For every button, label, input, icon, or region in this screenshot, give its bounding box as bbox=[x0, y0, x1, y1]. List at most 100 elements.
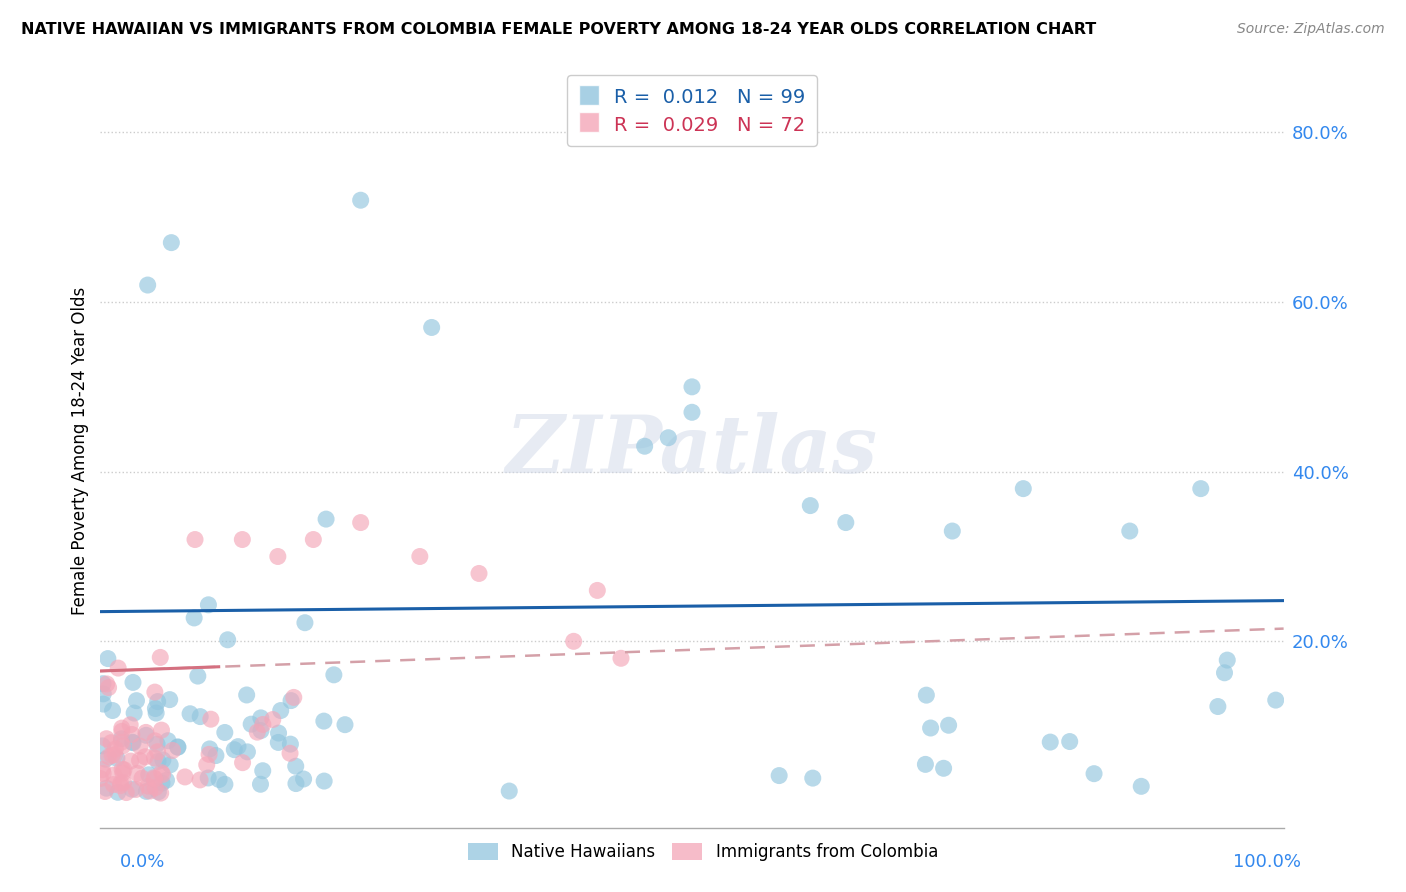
Point bbox=[267, 735, 290, 749]
Point bbox=[420, 320, 443, 334]
Point bbox=[135, 725, 157, 739]
Point bbox=[97, 749, 120, 764]
Point bbox=[104, 747, 127, 762]
Point bbox=[179, 706, 201, 721]
Point bbox=[208, 772, 231, 787]
Point bbox=[938, 718, 960, 732]
Point bbox=[91, 687, 114, 701]
Y-axis label: Female Poverty Among 18-24 Year Olds: Female Poverty Among 18-24 Year Olds bbox=[72, 286, 89, 615]
Point bbox=[101, 748, 124, 763]
Point bbox=[110, 735, 132, 749]
Point bbox=[183, 611, 205, 625]
Legend: R =  0.012   N = 99, R =  0.029   N = 72: R = 0.012 N = 99, R = 0.029 N = 72 bbox=[567, 75, 817, 146]
Legend: Native Hawaiians, Immigrants from Colombia: Native Hawaiians, Immigrants from Colomb… bbox=[461, 836, 945, 868]
Point bbox=[125, 693, 148, 707]
Point bbox=[235, 688, 257, 702]
Point bbox=[914, 757, 936, 772]
Point bbox=[246, 725, 269, 739]
Point bbox=[112, 775, 135, 789]
Point bbox=[167, 740, 190, 755]
Point bbox=[134, 749, 156, 764]
Point bbox=[681, 380, 703, 394]
Text: Source: ZipAtlas.com: Source: ZipAtlas.com bbox=[1237, 22, 1385, 37]
Point bbox=[217, 632, 239, 647]
Point bbox=[143, 733, 166, 747]
Point bbox=[214, 777, 236, 791]
Point bbox=[252, 717, 274, 731]
Point bbox=[115, 786, 138, 800]
Point bbox=[100, 736, 122, 750]
Point bbox=[128, 753, 150, 767]
Point bbox=[149, 786, 172, 800]
Point bbox=[302, 533, 325, 547]
Point bbox=[111, 739, 134, 753]
Point bbox=[232, 756, 254, 770]
Text: NATIVE HAWAIIAN VS IMMIGRANTS FROM COLOMBIA FEMALE POVERTY AMONG 18-24 YEAR OLDS: NATIVE HAWAIIAN VS IMMIGRANTS FROM COLOM… bbox=[21, 22, 1097, 37]
Point bbox=[139, 784, 162, 798]
Point bbox=[96, 731, 118, 746]
Point bbox=[1039, 735, 1062, 749]
Point bbox=[107, 661, 129, 675]
Point bbox=[280, 737, 302, 751]
Point bbox=[101, 704, 124, 718]
Point bbox=[129, 739, 152, 754]
Point bbox=[91, 739, 114, 753]
Point bbox=[103, 768, 125, 782]
Point bbox=[122, 736, 145, 750]
Point bbox=[111, 766, 134, 780]
Point bbox=[135, 784, 157, 798]
Point bbox=[1189, 482, 1212, 496]
Point bbox=[162, 743, 184, 757]
Point bbox=[91, 766, 114, 780]
Point bbox=[110, 731, 132, 746]
Point bbox=[122, 675, 145, 690]
Point bbox=[159, 692, 181, 706]
Point bbox=[174, 770, 197, 784]
Point bbox=[941, 524, 963, 538]
Point bbox=[145, 706, 167, 720]
Point bbox=[152, 767, 174, 781]
Point bbox=[184, 533, 207, 547]
Point bbox=[121, 735, 143, 749]
Point bbox=[110, 776, 132, 790]
Point bbox=[143, 780, 166, 795]
Point bbox=[121, 782, 143, 797]
Point bbox=[142, 771, 165, 785]
Point bbox=[280, 693, 302, 707]
Point bbox=[91, 676, 114, 690]
Point bbox=[1083, 766, 1105, 780]
Point bbox=[188, 772, 211, 787]
Point bbox=[131, 771, 153, 785]
Point bbox=[250, 723, 273, 738]
Point bbox=[107, 785, 129, 799]
Point bbox=[148, 785, 170, 799]
Point bbox=[104, 742, 127, 756]
Point bbox=[314, 774, 336, 789]
Point bbox=[657, 431, 679, 445]
Point bbox=[835, 516, 858, 530]
Point bbox=[111, 762, 134, 776]
Point bbox=[89, 772, 111, 786]
Point bbox=[122, 706, 145, 720]
Point bbox=[200, 712, 222, 726]
Point bbox=[97, 681, 120, 695]
Point bbox=[292, 772, 315, 786]
Point bbox=[224, 742, 246, 756]
Point bbox=[136, 278, 159, 293]
Point bbox=[159, 757, 181, 772]
Point bbox=[150, 776, 173, 790]
Point bbox=[267, 549, 290, 564]
Point bbox=[240, 717, 263, 731]
Point bbox=[120, 754, 142, 768]
Point bbox=[135, 728, 157, 742]
Point bbox=[284, 776, 307, 790]
Point bbox=[1216, 653, 1239, 667]
Point bbox=[111, 724, 134, 739]
Point bbox=[1206, 699, 1229, 714]
Point bbox=[138, 768, 160, 782]
Point bbox=[143, 772, 166, 786]
Point bbox=[312, 714, 335, 728]
Point bbox=[801, 771, 824, 785]
Point bbox=[283, 690, 305, 705]
Point bbox=[799, 499, 821, 513]
